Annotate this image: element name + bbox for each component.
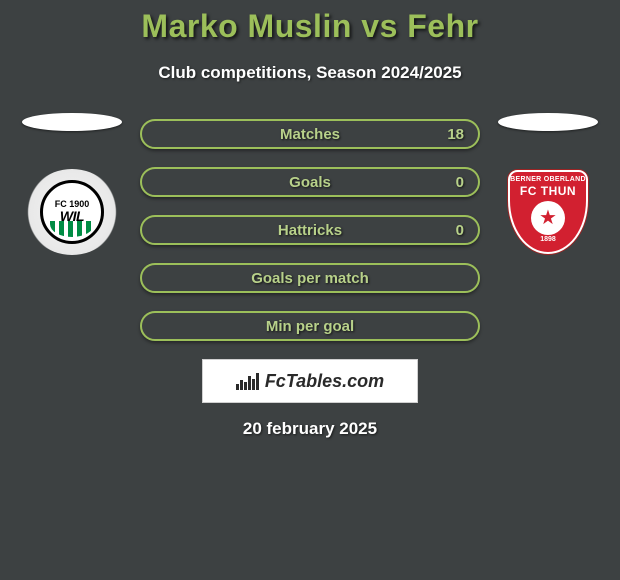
subtitle: Club competitions, Season 2024/2025 bbox=[0, 63, 620, 83]
right-player-col: BERNER OBERLAND FC THUN ★ 1898 bbox=[498, 113, 598, 255]
club-badge-thun: BERNER OBERLAND FC THUN ★ 1898 bbox=[501, 169, 595, 255]
main-row: FC 1900 WIL Matches 18 Goals 0 Hattricks bbox=[0, 113, 620, 341]
brand-box[interactable]: FcTables.com bbox=[202, 359, 418, 403]
player-photo-placeholder-right bbox=[498, 113, 598, 131]
stats-column: Matches 18 Goals 0 Hattricks 0 Goals per… bbox=[140, 119, 480, 341]
stat-goals-label: Goals bbox=[289, 174, 331, 191]
wil-badge-inner: FC 1900 WIL bbox=[40, 180, 104, 244]
bar-chart-icon bbox=[236, 373, 259, 390]
star-icon: ★ bbox=[539, 208, 557, 228]
stat-hattricks-right: 0 bbox=[456, 222, 464, 239]
stat-row-mpg: Min per goal bbox=[140, 311, 480, 341]
comparison-card: Marko Muslin vs Fehr Club competitions, … bbox=[0, 0, 620, 439]
player-photo-placeholder-left bbox=[22, 113, 122, 131]
club-badge-wil: FC 1900 WIL bbox=[25, 169, 119, 255]
footer: FcTables.com 20 february 2025 bbox=[0, 359, 620, 439]
thun-ball-icon: ★ bbox=[531, 201, 565, 235]
stat-row-goals: Goals 0 bbox=[140, 167, 480, 197]
brand-text: FcTables.com bbox=[265, 371, 384, 392]
left-player-col: FC 1900 WIL bbox=[22, 113, 122, 255]
thun-arc-text: BERNER OBERLAND bbox=[510, 176, 586, 183]
stat-mpg-label: Min per goal bbox=[266, 318, 354, 335]
stat-goals-right: 0 bbox=[456, 174, 464, 191]
stat-matches-right: 18 bbox=[447, 126, 464, 143]
date-line: 20 february 2025 bbox=[243, 419, 377, 439]
stat-matches-label: Matches bbox=[280, 126, 340, 143]
stat-row-matches: Matches 18 bbox=[140, 119, 480, 149]
thun-shield: BERNER OBERLAND FC THUN ★ 1898 bbox=[508, 170, 588, 254]
stat-row-hattricks: Hattricks 0 bbox=[140, 215, 480, 245]
stat-hattricks-label: Hattricks bbox=[278, 222, 342, 239]
wil-badge-stripes bbox=[50, 221, 94, 237]
thun-main-text: FC THUN bbox=[520, 184, 576, 198]
stat-row-gpm: Goals per match bbox=[140, 263, 480, 293]
thun-year: 1898 bbox=[540, 236, 556, 243]
page-title: Marko Muslin vs Fehr bbox=[0, 8, 620, 45]
stat-gpm-label: Goals per match bbox=[251, 270, 369, 287]
